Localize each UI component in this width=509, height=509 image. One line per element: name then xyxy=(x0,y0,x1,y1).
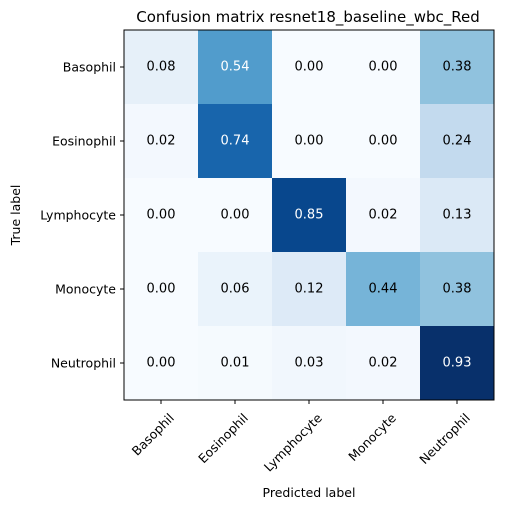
y-tick-label: Lymphocyte xyxy=(40,208,116,223)
cell-value-label: 0.00 xyxy=(295,134,324,149)
cell-value-label: 0.08 xyxy=(147,60,176,75)
cell-value-label: 0.00 xyxy=(147,282,176,297)
heatmap-cell xyxy=(272,178,347,253)
heatmap-cell xyxy=(346,326,421,401)
heatmap-cell xyxy=(420,326,495,401)
cell-value-label: 0.06 xyxy=(221,282,250,297)
x-tick-label: Lymphocyte xyxy=(261,410,325,474)
cell-value-label: 0.38 xyxy=(443,60,472,75)
cell-value-label: 0.00 xyxy=(295,60,324,75)
cell-value-label: 0.54 xyxy=(221,60,250,75)
heatmap-cell xyxy=(198,326,273,401)
cell-value-label: 0.12 xyxy=(295,282,324,297)
heatmap-cell xyxy=(198,252,273,327)
x-axis-title: Predicted label xyxy=(263,485,356,500)
cell-value-label: 0.02 xyxy=(147,134,176,149)
heatmap-cell xyxy=(346,30,421,105)
heatmap-cell xyxy=(198,104,273,179)
x-tick-label: Eosinophil xyxy=(195,410,251,466)
cell-value-labels: 0.08 0.54 0.00 0.00 0.38 0.02 0.74 0.00 0.00 0.24… xyxy=(147,60,472,371)
heatmap-cell xyxy=(124,326,199,401)
heatmap-cell xyxy=(420,252,495,327)
x-axis-ticks: Basophil Eosinophil Lymphocyte Monocyte Neut… xyxy=(129,400,473,474)
heatmap-cell xyxy=(272,326,347,401)
heatmap-cell xyxy=(272,104,347,179)
heatmap-cell xyxy=(272,252,347,327)
heatmap-cell xyxy=(346,178,421,253)
x-tick-label: Monocyte xyxy=(345,410,399,464)
cell-value-label: 0.13 xyxy=(443,208,472,223)
heatmap-cells xyxy=(124,30,495,401)
y-tick-label: Monocyte xyxy=(55,282,116,297)
heatmap-cell xyxy=(346,104,421,179)
heatmap-cell xyxy=(420,30,495,105)
y-tick-label: Eosinophil xyxy=(52,134,116,149)
heatmap-cell xyxy=(198,178,273,253)
y-axis-title: True label xyxy=(8,185,23,247)
heatmap-cell xyxy=(124,252,199,327)
cell-value-label: 0.00 xyxy=(369,60,398,75)
cell-value-label: 0.93 xyxy=(443,356,472,371)
heatmap-cell xyxy=(420,178,495,253)
x-tick-label: Basophil xyxy=(129,410,177,458)
cell-value-label: 0.24 xyxy=(443,134,472,149)
heatmap-cell xyxy=(124,104,199,179)
cell-value-label: 0.00 xyxy=(221,208,250,223)
heatmap-cell xyxy=(346,252,421,327)
cell-value-label: 0.74 xyxy=(221,134,250,149)
y-axis-ticks: Basophil Eosinophil Lymphocyte Monocyte Neut… xyxy=(40,60,124,371)
cell-value-label: 0.02 xyxy=(369,208,398,223)
chart-title: Confusion matrix resnet18_baseline_wbc_R… xyxy=(136,8,480,27)
y-tick-label: Basophil xyxy=(63,60,116,75)
heatmap-cell xyxy=(272,30,347,105)
heatmap-cell xyxy=(124,178,199,253)
y-tick-label: Neutrophil xyxy=(51,356,116,371)
cell-value-label: 0.00 xyxy=(369,134,398,149)
cell-value-label: 0.01 xyxy=(221,356,250,371)
heatmap-cell xyxy=(420,104,495,179)
cell-value-label: 0.03 xyxy=(295,356,324,371)
cell-value-label: 0.02 xyxy=(369,356,398,371)
cell-value-label: 0.00 xyxy=(147,356,176,371)
cell-value-label: 0.00 xyxy=(147,208,176,223)
cell-value-label: 0.85 xyxy=(295,208,324,223)
cell-value-label: 0.38 xyxy=(443,282,472,297)
cell-value-label: 0.44 xyxy=(369,282,398,297)
x-tick-label: Neutrophil xyxy=(416,410,473,467)
heatmap-cell xyxy=(198,30,273,105)
heatmap-cell xyxy=(124,30,199,105)
